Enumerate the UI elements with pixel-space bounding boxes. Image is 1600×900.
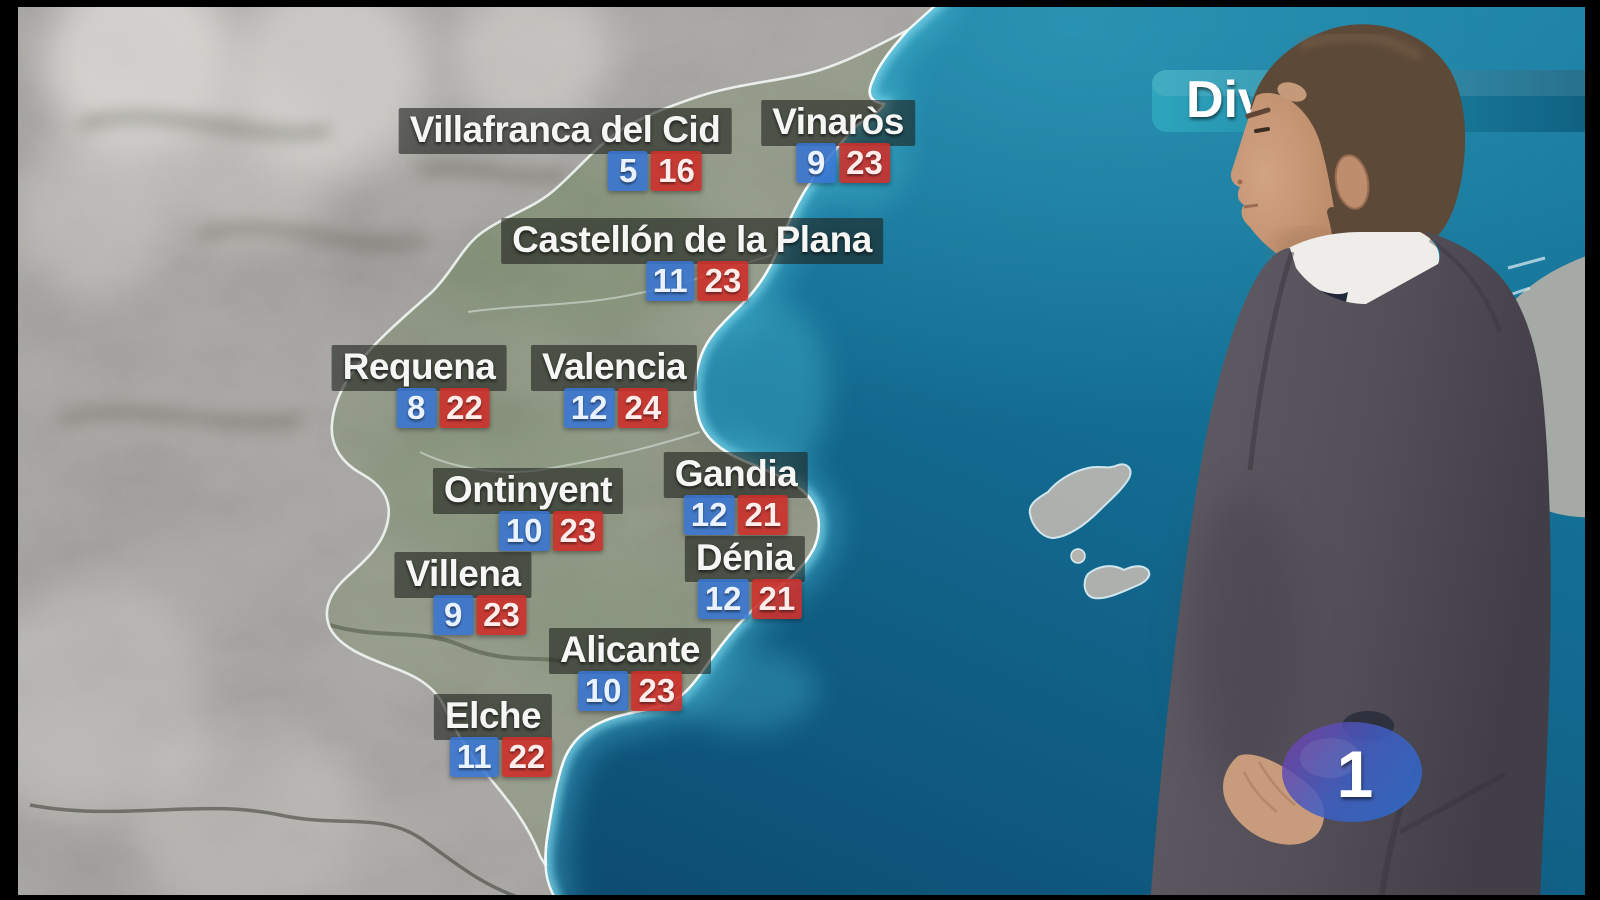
presenter-ear (1334, 154, 1370, 210)
channel-logo: 1 (1282, 711, 1422, 822)
channel-logo-number: 1 (1337, 737, 1374, 811)
presenter (1150, 24, 1551, 900)
presenter-hair (1250, 24, 1466, 258)
island-ibiza (1028, 463, 1151, 600)
presenter-hand (1223, 754, 1325, 845)
